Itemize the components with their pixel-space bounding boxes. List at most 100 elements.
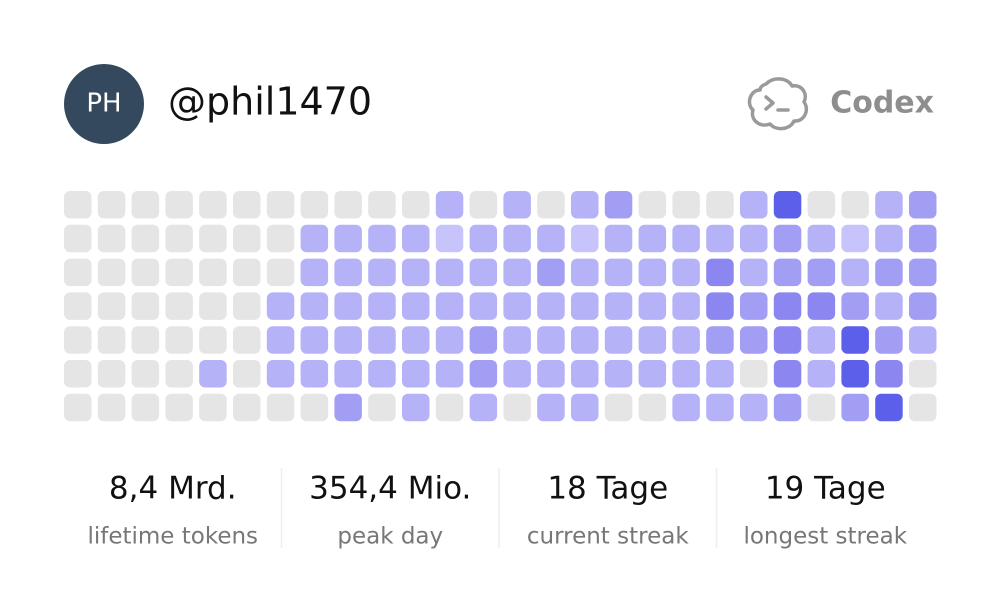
- heatmap-cell: [604, 191, 633, 219]
- heatmap-cell: [165, 224, 193, 253]
- heatmap-cell: [537, 224, 565, 253]
- heatmap-cell: [807, 326, 836, 354]
- heatmap-cell: [334, 326, 362, 354]
- heatmap-cell: [435, 258, 464, 287]
- heatmap-cell: [368, 393, 396, 422]
- heatmap-cell: [841, 326, 869, 354]
- heatmap-cell: [909, 360, 937, 388]
- heatmap-cell: [875, 326, 903, 354]
- heatmap-cell: [807, 191, 836, 219]
- heatmap-cell: [571, 292, 599, 320]
- heatmap-cell: [266, 191, 295, 219]
- heatmap-cell: [909, 224, 937, 253]
- heatmap-cell: [537, 258, 565, 287]
- heatmap-cell: [672, 393, 700, 422]
- heatmap-cell: [165, 393, 193, 422]
- heatmap-cell: [300, 258, 329, 287]
- heatmap-cell: [233, 326, 261, 354]
- heatmap-cell: [199, 258, 227, 287]
- heatmap-cell: [706, 191, 734, 219]
- heatmap-cell: [334, 191, 362, 219]
- heatmap-cell: [266, 224, 295, 253]
- heatmap-cell: [706, 292, 734, 320]
- brand-logo: [747, 77, 809, 131]
- heatmap-cell: [638, 292, 667, 320]
- heatmap-cell: [604, 326, 633, 354]
- heatmap-cell: [706, 326, 734, 354]
- heatmap-cell: [368, 191, 396, 219]
- heatmap-cell: [435, 224, 464, 253]
- heatmap-cell: [841, 360, 869, 388]
- heatmap-cell: [841, 191, 869, 219]
- heatmap-cell: [706, 224, 734, 253]
- heatmap-cell: [909, 326, 937, 354]
- stat-label: peak day: [337, 524, 443, 550]
- heatmap-cell: [638, 360, 667, 388]
- heatmap-cell: [233, 393, 261, 422]
- stat-value: 8,4 Mrd.: [109, 471, 237, 507]
- heatmap-cell: [64, 360, 92, 388]
- heatmap-cell: [435, 393, 464, 422]
- heatmap-cell: [368, 224, 396, 253]
- heatmap-cell: [672, 191, 700, 219]
- heatmap-cell: [909, 258, 937, 287]
- heatmap-cell: [537, 393, 565, 422]
- username: @phil1470: [168, 80, 372, 124]
- heatmap-cell: [266, 292, 295, 320]
- heatmap-cell: [503, 393, 531, 422]
- heatmap-cell: [571, 224, 599, 253]
- heatmap-cell: [64, 224, 92, 253]
- heatmap-cell: [199, 292, 227, 320]
- heatmap-cell: [435, 292, 464, 320]
- heatmap-cell: [334, 224, 362, 253]
- heatmap-cell: [64, 258, 92, 287]
- heatmap-cell: [131, 258, 160, 287]
- heatmap-cell: [571, 191, 599, 219]
- heatmap-cell: [334, 360, 362, 388]
- heatmap-cell: [638, 224, 667, 253]
- heatmap-cell: [909, 292, 937, 320]
- heatmap-cell: [469, 360, 498, 388]
- heatmap-cell: [807, 292, 836, 320]
- heatmap-cell: [199, 326, 227, 354]
- heatmap-cell: [537, 360, 565, 388]
- heatmap-cell: [64, 393, 92, 422]
- heatmap-cell: [165, 360, 193, 388]
- heatmap-cell: [266, 393, 295, 422]
- heatmap-cell: [909, 393, 937, 422]
- heatmap-cell: [334, 292, 362, 320]
- heatmap-cell: [402, 326, 430, 354]
- stat-value: 19 Tage: [765, 471, 886, 507]
- heatmap-cell: [503, 326, 531, 354]
- heatmap-cell: [300, 292, 329, 320]
- heatmap-cell: [740, 292, 768, 320]
- heatmap-cell: [64, 292, 92, 320]
- heatmap-cell: [875, 360, 903, 388]
- heatmap-cell: [97, 360, 126, 388]
- heatmap-cell: [131, 224, 160, 253]
- heatmap-cell: [740, 326, 768, 354]
- heatmap-cell: [807, 393, 836, 422]
- heatmap-cell: [469, 191, 498, 219]
- heatmap-cell: [402, 191, 430, 219]
- heatmap-cell: [131, 360, 160, 388]
- stat-value: 354,4 Mio.: [309, 471, 471, 507]
- heatmap-cell: [672, 292, 700, 320]
- heatmap-cell: [841, 224, 869, 253]
- heatmap-cell: [165, 326, 193, 354]
- stats-row: 8,4 Mrd. lifetime tokens 354,4 Mio. peak da…: [87, 468, 908, 550]
- heatmap-cell: [503, 258, 531, 287]
- heatmap-cell: [875, 224, 903, 253]
- heatmap-cell: [97, 393, 126, 422]
- stat-value: 18 Tage: [547, 471, 668, 507]
- heatmap-cell: [773, 326, 802, 354]
- heatmap-cell: [503, 360, 531, 388]
- brand-name: Codex: [830, 86, 934, 121]
- heatmap-cell: [165, 191, 193, 219]
- heatmap-cell: [435, 191, 464, 219]
- heatmap-cell: [469, 224, 498, 253]
- heatmap-cell: [841, 393, 869, 422]
- heatmap-cell: [97, 292, 126, 320]
- heatmap-cell: [334, 393, 362, 422]
- heatmap-cell: [773, 360, 802, 388]
